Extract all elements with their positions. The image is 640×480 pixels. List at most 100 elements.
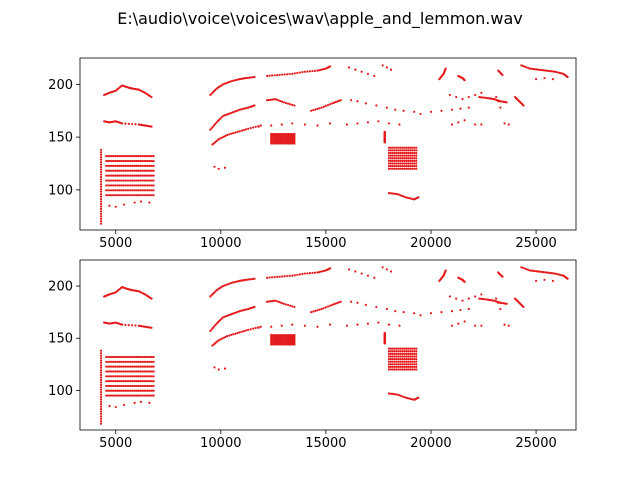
data-point [397, 347, 400, 350]
data-point [99, 212, 103, 215]
data-point [415, 149, 418, 152]
data-point [112, 375, 115, 378]
data-point [124, 184, 127, 187]
data-point [247, 127, 250, 130]
data-point [411, 167, 414, 170]
data-point [329, 323, 332, 326]
data-point [403, 159, 406, 162]
data-point [409, 352, 412, 355]
data-point [405, 154, 408, 157]
data-point [389, 68, 393, 71]
data-point [99, 148, 103, 151]
data-point [467, 297, 470, 300]
data-point [116, 194, 119, 197]
data-point [401, 151, 404, 155]
data-point [272, 98, 275, 101]
data-point [401, 167, 404, 170]
data-point [141, 194, 144, 197]
data-point [110, 174, 114, 177]
data-point [507, 123, 510, 126]
data-point [405, 149, 408, 152]
data-point [526, 268, 530, 271]
data-point [148, 394, 151, 397]
data-point [120, 375, 123, 378]
data-point [393, 352, 396, 355]
data-point [114, 194, 117, 197]
data-point [112, 355, 115, 359]
data-point [112, 360, 115, 363]
data-point [407, 355, 410, 358]
data-point [214, 122, 217, 125]
data-point [141, 384, 144, 388]
data-point [236, 109, 240, 112]
data-point [411, 162, 414, 165]
data-point [413, 159, 416, 162]
data-point [403, 365, 406, 368]
data-point [131, 194, 134, 197]
data-points [99, 266, 569, 425]
data-point [393, 357, 396, 361]
data-point [249, 76, 253, 79]
data-point [122, 355, 125, 359]
data-point [411, 146, 414, 149]
data-point [287, 132, 290, 136]
data-point [108, 375, 112, 378]
data-point [389, 350, 392, 353]
data-point [522, 305, 525, 309]
data-point [279, 99, 282, 103]
data-point [127, 375, 131, 378]
data-point [99, 190, 103, 193]
data-point [124, 174, 127, 177]
data-point [397, 167, 400, 170]
data-point [152, 189, 155, 192]
data-point [127, 365, 131, 368]
data-point [210, 328, 213, 331]
data-point [395, 355, 398, 358]
data-point [110, 384, 114, 388]
data-point [129, 360, 132, 363]
data-point [217, 138, 220, 141]
data-point [129, 365, 132, 368]
data-point [114, 365, 117, 368]
data-point [480, 293, 483, 296]
data-point [225, 113, 228, 116]
data-point [139, 394, 142, 397]
data-point [270, 132, 273, 136]
data-point [243, 107, 246, 110]
data-point [107, 394, 110, 397]
data-point [135, 375, 138, 378]
data-point [116, 394, 119, 397]
data-point [547, 69, 550, 72]
data-point [444, 269, 447, 272]
data-point [131, 174, 134, 177]
data-point [389, 365, 392, 368]
pitch-plot-bottom: 5000 10000 15000 20000 25000 100 150 200 [48, 259, 577, 451]
data-point [393, 363, 396, 366]
data-point [279, 301, 282, 304]
data-point [387, 122, 391, 125]
data-point [118, 184, 121, 187]
point-group-29 [503, 323, 510, 327]
data-point [217, 339, 220, 342]
figure-title: E:\audio\voice\voices\wav\apple_and_lemm… [117, 9, 523, 29]
data-point [276, 300, 279, 303]
data-point [318, 107, 321, 110]
data-point [146, 355, 149, 359]
data-point [356, 301, 359, 304]
data-point [223, 166, 227, 169]
data-point [146, 184, 149, 187]
data-point [336, 100, 339, 103]
data-point [125, 179, 129, 182]
data-point [120, 164, 123, 167]
data-point [409, 151, 412, 155]
point-group-25 [457, 74, 466, 82]
data-point [389, 151, 392, 155]
data-point [393, 159, 396, 162]
data-point [125, 384, 129, 388]
data-point [397, 360, 400, 363]
data-point [253, 305, 256, 309]
x-tick-label: 25000 [515, 436, 556, 451]
data-point [139, 164, 142, 167]
data-point [148, 370, 151, 373]
data-point [467, 95, 470, 99]
